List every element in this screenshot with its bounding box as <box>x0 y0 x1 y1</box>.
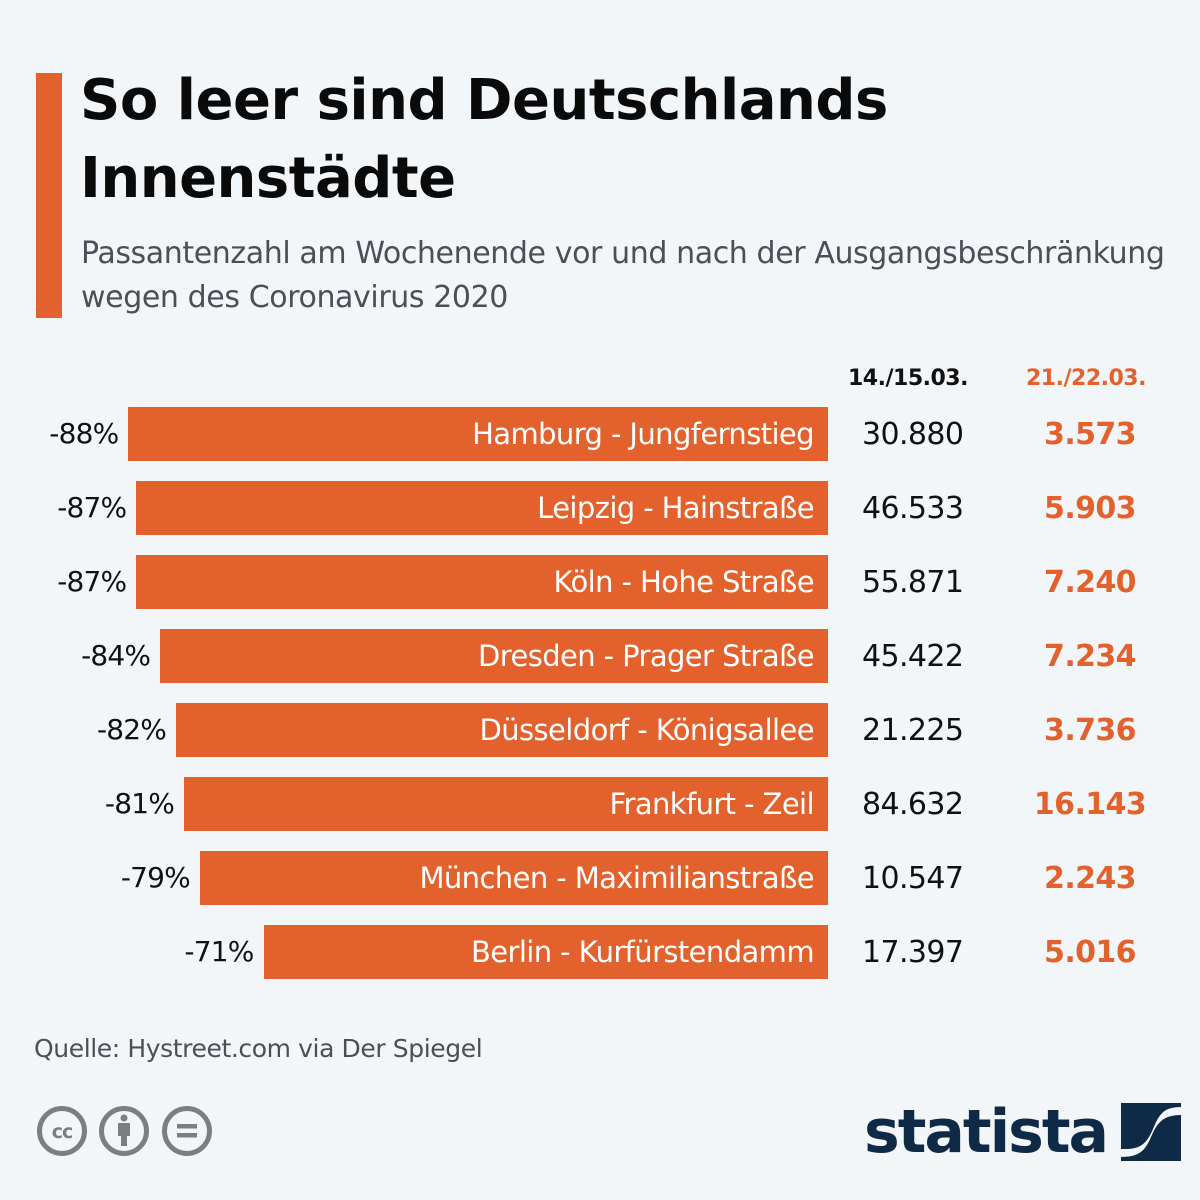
value-before: 84.632 <box>862 787 964 822</box>
source-note: Quelle: Hystreet.com via Der Spiegel <box>34 1034 483 1063</box>
bar-percent-label: -87% <box>57 491 127 524</box>
value-before: 46.533 <box>862 491 964 526</box>
column-header-before: 14./15.03. <box>848 366 968 391</box>
value-after: 7.240 <box>1044 565 1137 600</box>
bar-category-label: Berlin - Kurfürstendamm <box>470 935 815 969</box>
value-after: 3.573 <box>1044 417 1137 452</box>
chart-row: -81% Frankfurt - Zeil 84.632 16.143 <box>0 777 1200 831</box>
bar-percent-label: -87% <box>57 565 127 598</box>
chart-row: -79% München - Maximilianstraße 10.547 2.24… <box>0 851 1200 905</box>
bar: Hamburg - Jungfernstieg <box>128 407 828 461</box>
value-after: 7.234 <box>1044 639 1137 674</box>
chart-title: So leer sind Deutschlands Innenstädte <box>80 68 888 211</box>
bar: Berlin - Kurfürstendamm <box>263 925 828 979</box>
statista-logo-mark-icon <box>1121 1103 1182 1161</box>
value-after: 3.736 <box>1044 713 1137 748</box>
bar-percent-label: -88% <box>49 417 119 450</box>
column-header-after: 21./22.03. <box>1026 366 1146 391</box>
bar-category-label: Düsseldorf - Königsallee <box>479 713 815 747</box>
bar-percent-label: -79% <box>120 861 191 894</box>
bar: München - Maximilianstraße <box>199 851 828 905</box>
bar-category-label: Frankfurt - Zeil <box>609 787 815 821</box>
bar: Leipzig - Hainstraße <box>136 481 828 535</box>
bar-category-label: Dresden - Prager Straße <box>478 639 815 673</box>
cc-icon: cc <box>37 1106 87 1156</box>
value-after: 16.143 <box>1033 787 1147 822</box>
title-accent-bar <box>36 73 62 318</box>
value-before: 30.880 <box>862 417 964 452</box>
bar: Dresden - Prager Straße <box>160 629 828 683</box>
chart-row: -84% Dresden - Prager Straße 45.422 7.234 <box>0 629 1200 683</box>
svg-text:cc: cc <box>52 1121 73 1143</box>
value-before: 21.225 <box>862 713 964 748</box>
statista-logo[interactable]: statista <box>864 1097 1182 1167</box>
bar-category-label: Köln - Hohe Straße <box>553 565 815 599</box>
bar-category-label: München - Maximilianstraße <box>419 861 814 895</box>
value-after: 5.016 <box>1044 935 1137 970</box>
chart-subtitle: Passantenzahl am Wochenende vor und nach… <box>81 236 1165 315</box>
bar: Köln - Hohe Straße <box>136 555 828 609</box>
no-derivatives-icon <box>162 1106 212 1156</box>
value-before: 10.547 <box>862 861 964 896</box>
chart-row: -87% Köln - Hohe Straße 55.871 7.240 <box>0 555 1200 609</box>
chart-row: -71% Berlin - Kurfürstendamm 17.397 5.016 <box>0 925 1200 979</box>
value-after: 5.903 <box>1044 491 1137 526</box>
bar: Düsseldorf - Königsallee <box>176 703 828 757</box>
value-before: 45.422 <box>862 639 964 674</box>
bar-percent-label: -71% <box>184 935 254 968</box>
bar-percent-label: -82% <box>96 713 167 746</box>
bar: Frankfurt - Zeil <box>184 777 828 831</box>
by-attribution-icon <box>99 1106 149 1156</box>
value-after: 2.243 <box>1044 861 1137 896</box>
value-before: 55.871 <box>862 565 964 600</box>
bar-category-label: Leipzig - Hainstraße <box>537 491 814 525</box>
chart-row: -88% Hamburg - Jungfernstieg 30.880 3.573 <box>0 407 1200 461</box>
bar-category-label: Hamburg - Jungfernstieg <box>472 417 814 451</box>
bar-percent-label: -81% <box>104 787 175 820</box>
value-before: 17.397 <box>862 935 964 970</box>
chart-row: -87% Leipzig - Hainstraße 46.533 5.903 <box>0 481 1200 535</box>
bar-percent-label: -84% <box>81 639 151 672</box>
statista-wordmark: statista <box>864 1097 1109 1167</box>
chart-row: -82% Düsseldorf - Königsallee 21.225 3.736 <box>0 703 1200 757</box>
